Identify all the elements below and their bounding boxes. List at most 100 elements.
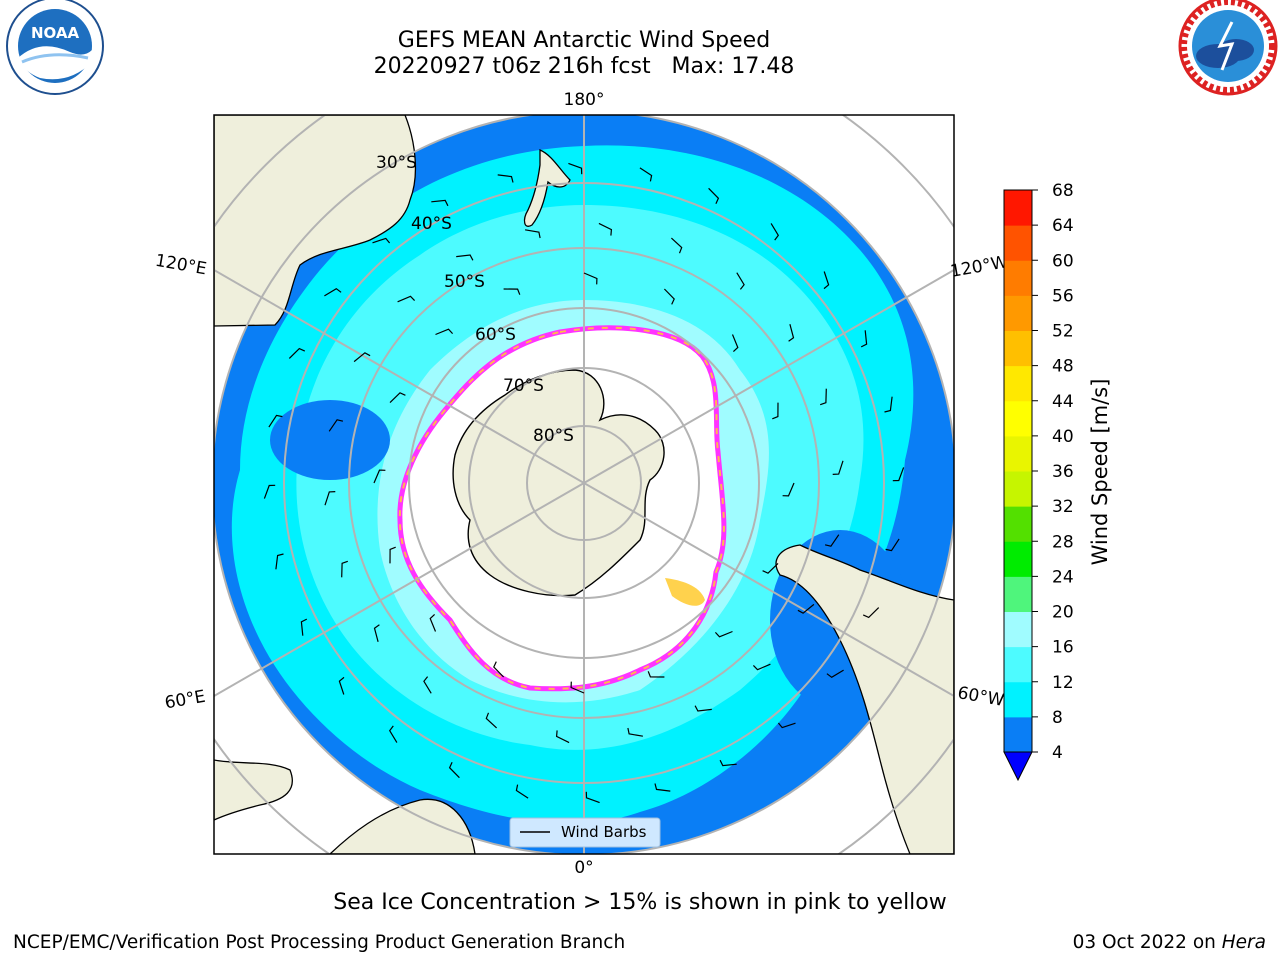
figure-canvas: NOAA xyxy=(6,0,1278,878)
lon-label-0: 0° xyxy=(574,858,593,878)
wind-barb xyxy=(324,491,336,506)
wind-barb xyxy=(826,669,844,679)
lat-label-50s: 50°S xyxy=(444,272,485,292)
map-frame xyxy=(213,114,955,855)
graticule xyxy=(214,115,954,854)
antarctica-land xyxy=(452,369,665,597)
wind-barb xyxy=(456,254,474,261)
colorbar-tick-label: 60 xyxy=(1052,251,1074,271)
colorbar-segment xyxy=(1004,330,1032,367)
wind-barb xyxy=(503,288,521,295)
colorbar-tick-label: 48 xyxy=(1052,357,1074,377)
wind-barb xyxy=(708,187,720,205)
colorbar-segment xyxy=(1004,435,1032,472)
wind-barb xyxy=(275,553,284,570)
colorbar-tick-label: 52 xyxy=(1052,322,1074,342)
colorbar-segment xyxy=(1004,225,1032,261)
wind-barb xyxy=(772,402,779,420)
colorbar-segment xyxy=(1004,471,1032,507)
wind-barb xyxy=(435,328,454,336)
wind-barb xyxy=(300,618,308,636)
colorbar-segment xyxy=(1004,506,1032,542)
wind-barb xyxy=(782,482,795,497)
wind-barb xyxy=(555,730,570,744)
wind-barb xyxy=(884,396,893,413)
wind-barb xyxy=(832,460,844,475)
wind-barb xyxy=(714,630,733,638)
map-subtitle: 20220927 t06z 216h fcst Max: 17.48 xyxy=(373,54,795,79)
wind-barb xyxy=(388,725,398,743)
colorbar-segment xyxy=(1004,716,1032,753)
wind-barb xyxy=(627,727,643,737)
wind-barb xyxy=(694,705,712,712)
wind-barb xyxy=(263,484,276,499)
wind-barb xyxy=(762,562,779,574)
lon-label-60e: 60°E xyxy=(163,687,207,714)
wind-barb xyxy=(770,223,780,241)
wind-barb xyxy=(389,546,396,564)
wind-barb xyxy=(338,676,345,695)
wind-barb xyxy=(423,676,432,694)
wind-barb xyxy=(752,663,771,671)
credit-date: 03 Oct 2022 on xyxy=(1072,932,1222,953)
lon-label-120w: 120°W xyxy=(949,252,1010,282)
nws-logo xyxy=(1178,0,1278,96)
colorbar-segment xyxy=(1004,190,1032,226)
wind-barb xyxy=(820,388,827,406)
colorbar-tick-label: 20 xyxy=(1052,603,1074,623)
colorbar-tick-label: 12 xyxy=(1052,673,1074,693)
lon-label-60w: 60°W xyxy=(956,683,1006,711)
colorbar-tick-label: 24 xyxy=(1052,567,1074,587)
noaa-logo-text: NOAA xyxy=(31,24,80,42)
wind-barb xyxy=(341,560,348,578)
wind-barb xyxy=(570,681,585,694)
sea-ice-caption: Sea Ice Concentration > 15% is shown in … xyxy=(333,890,947,915)
colorbar-tick-label: 8 xyxy=(1052,708,1063,728)
colorbar-segment xyxy=(1004,646,1032,683)
colorbar-extend-arrow xyxy=(1003,751,1033,782)
wind-barb xyxy=(585,791,600,804)
wind-barb xyxy=(647,671,665,678)
wind-barb xyxy=(885,538,900,552)
wind-barb xyxy=(736,272,745,290)
wind-barb xyxy=(431,199,449,207)
wind-barb xyxy=(525,229,541,239)
wind-barb xyxy=(797,603,815,614)
wind-barb xyxy=(719,759,737,767)
map-area: Wind Barbs xyxy=(214,115,954,854)
wind-barb xyxy=(823,271,830,290)
wind-barb xyxy=(860,330,868,348)
wind-barb xyxy=(328,419,344,432)
colorbar-tick-label: 32 xyxy=(1052,497,1074,517)
wind-barb xyxy=(389,392,406,404)
colorbar-segment xyxy=(1004,400,1032,437)
wind-barb xyxy=(373,624,380,642)
map-title: GEFS MEAN Antarctic Wind Speed xyxy=(397,28,771,53)
wind-barb xyxy=(515,784,529,799)
wind-barbs xyxy=(263,162,905,804)
wind-barb xyxy=(824,534,840,547)
lon-label-180: 180° xyxy=(564,90,605,110)
wind-barb xyxy=(670,237,683,254)
colorbar-tick-label: 56 xyxy=(1052,286,1074,306)
wind-barb xyxy=(777,722,796,729)
noaa-logo: NOAA xyxy=(6,0,104,95)
colorbar-segment xyxy=(1004,611,1032,648)
legend: Wind Barbs xyxy=(509,817,661,848)
wind-barb xyxy=(448,761,460,779)
wind-barb xyxy=(583,272,598,285)
landmasses xyxy=(214,115,954,854)
colorbar-tick-label: 36 xyxy=(1052,462,1074,482)
wind-barb xyxy=(353,352,371,363)
wind-barb xyxy=(862,607,880,619)
colorbar-segment xyxy=(1004,541,1032,577)
credit-left: NCEP/EMC/Verification Post Processing Pr… xyxy=(13,932,626,953)
wind-barb xyxy=(788,324,795,342)
colorbar-segment xyxy=(1004,681,1032,718)
credit-host: Hera xyxy=(1221,932,1266,953)
lat-label-80s: 80°S xyxy=(533,426,574,446)
wind-barb xyxy=(639,167,653,182)
wind-barb xyxy=(324,287,342,297)
wind-barb xyxy=(568,162,583,175)
